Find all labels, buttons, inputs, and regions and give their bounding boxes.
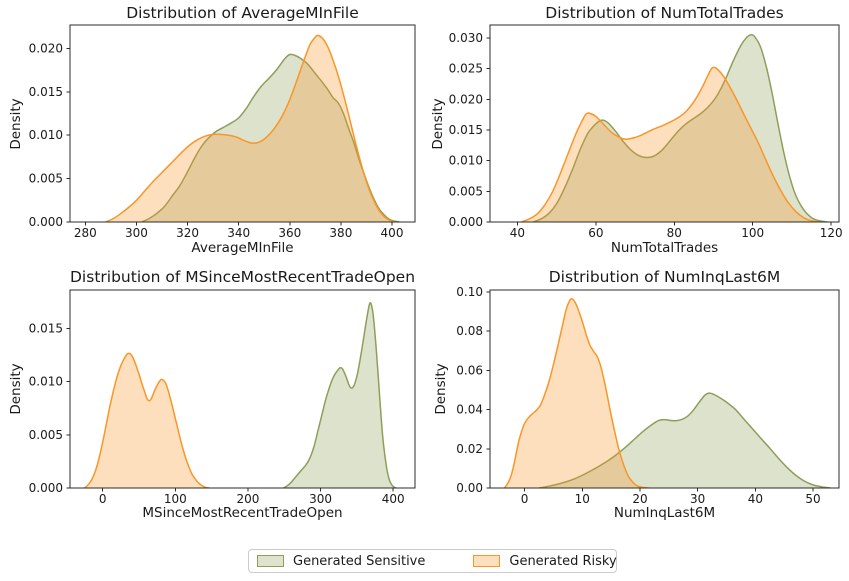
chart-num-total-trades: 40 60 80 100 120 0.000 0.005 0.010 0.015 0.020 0.0… <box>449 24 843 240</box>
x-tick-label: 60 <box>588 226 603 240</box>
x-tick-label: 50 <box>805 492 820 506</box>
y-tick-label: 0.000 <box>29 215 63 229</box>
x-axis-label-num-total-trades: NumTotalTrades <box>610 240 719 256</box>
y-tick-label: 0.010 <box>29 375 63 389</box>
y-tick-label: 0.015 <box>449 123 483 137</box>
legend-label-risky: Generated Risky <box>509 553 617 569</box>
x-tick-label: 400 <box>381 226 404 240</box>
chart-title-num-total-trades: Distribution of NumTotalTrades <box>545 4 784 22</box>
legend-swatch-risky <box>473 555 501 567</box>
x-tick-label: 300 <box>309 492 332 506</box>
kde-line-risky <box>84 352 210 488</box>
x-tick-label: 360 <box>278 226 301 240</box>
chart-num-inq-last-6m: 0 10 20 30 40 50 0.00 0.02 0.04 0.06 0.08 0.10 <box>456 285 840 506</box>
kde-fill-risky <box>84 353 210 488</box>
x-tick-label: 20 <box>632 492 647 506</box>
kde-fill-risky <box>105 35 395 222</box>
y-axis-label-top-right: Density <box>430 98 446 150</box>
chart-title-num-inq-last-6m: Distribution of NumInqLast6M <box>548 268 781 286</box>
axes-spines <box>69 24 416 223</box>
x-tick-label: 340 <box>227 226 250 240</box>
kde-line-risky <box>503 298 649 488</box>
y-tick-label: 0.000 <box>29 481 63 495</box>
chart-title-average-m-in-file: Distribution of AverageMInFile <box>126 4 359 22</box>
y-axis-label-top-left: Density <box>8 98 24 150</box>
legend-item-risky: Generated Risky <box>473 553 617 569</box>
y-tick-label: 0.010 <box>449 154 483 168</box>
kde-fill-sensitive <box>141 54 400 222</box>
x-tick-label: 10 <box>575 492 590 506</box>
chart-title-m-since-most-recent-trade-open: Distribution of MSinceMostRecentTradeOpe… <box>70 268 416 286</box>
y-tick-label: 0.005 <box>29 428 63 442</box>
y-tick-label: 0.030 <box>449 31 483 45</box>
x-tick-label: 320 <box>176 226 199 240</box>
kde-line-risky <box>105 34 395 222</box>
kde-fill-risky <box>504 298 649 488</box>
y-tick-label: 0.020 <box>29 41 63 55</box>
y-tick-label: 0.00 <box>456 481 483 495</box>
axes-spines <box>489 289 840 489</box>
x-tick-label: 100 <box>164 492 187 506</box>
x-tick-label: 80 <box>667 226 682 240</box>
y-tick-label: 0.10 <box>456 285 483 299</box>
y-tick-label: 0.005 <box>29 172 63 186</box>
kde-line-sensitive <box>283 302 397 488</box>
x-tick-label: 380 <box>329 226 352 240</box>
kde-fill-sensitive <box>283 302 397 488</box>
axes-spines <box>489 24 840 223</box>
x-tick-label: 200 <box>236 492 259 506</box>
x-tick-label: 40 <box>510 226 525 240</box>
y-tick-label: 0.010 <box>29 128 63 142</box>
kde-line-sensitive <box>532 34 828 222</box>
y-axis-label-bottom-right: Density <box>433 363 449 415</box>
x-tick-label: 0 <box>99 492 107 506</box>
x-tick-label: 0 <box>521 492 529 506</box>
x-tick-label: 300 <box>125 226 148 240</box>
chart-m-since-most-recent-trade-open: 0 100 200 300 400 0.000 0.005 0.010 0.015 <box>29 289 416 506</box>
legend-swatch-sensitive <box>257 555 284 567</box>
x-tick-label: 40 <box>748 492 763 506</box>
y-tick-label: 0.04 <box>456 403 483 417</box>
kde-line-sensitive <box>538 392 831 488</box>
y-tick-label: 0.015 <box>29 321 63 335</box>
kde-fill-sensitive <box>539 393 831 488</box>
x-tick-label: 100 <box>741 226 764 240</box>
x-axis-label-num-inq-last-6m: NumInqLast6M <box>613 505 716 521</box>
x-tick-label: 120 <box>820 226 843 240</box>
chart-average-m-in-file: 280 300 320 340 360 380 400 0.000 0.005 0.010 0.01… <box>29 24 416 240</box>
legend-item-sensitive: Generated Sensitive <box>257 554 425 569</box>
legend: Generated Sensitive Generated Risky <box>248 549 617 573</box>
y-tick-label: 0.015 <box>29 85 63 99</box>
legend-label-sensitive: Generated Sensitive <box>293 553 426 569</box>
kde-line-risky <box>521 66 820 222</box>
y-tick-label: 0.08 <box>456 324 483 338</box>
kde-fill-sensitive <box>533 34 828 222</box>
y-tick-label: 0.06 <box>456 363 483 377</box>
y-tick-label: 0.000 <box>449 215 483 229</box>
y-tick-label: 0.020 <box>449 92 483 106</box>
x-tick-label: 280 <box>74 226 97 240</box>
x-axis-label-average-m-in-file: AverageMInFile <box>191 240 294 256</box>
y-axis-label-bottom-left: Density <box>8 363 24 415</box>
x-axis-label-m-since-most-recent-trade-open: MSinceMostRecentTradeOpen <box>142 505 343 521</box>
y-tick-label: 0.02 <box>456 442 483 456</box>
x-tick-label: 400 <box>382 492 405 506</box>
kde-fill-risky <box>521 67 820 222</box>
y-tick-label: 0.025 <box>449 62 483 76</box>
y-tick-label: 0.005 <box>449 184 483 198</box>
x-tick-label: 30 <box>690 492 705 506</box>
axes-spines <box>69 289 416 489</box>
